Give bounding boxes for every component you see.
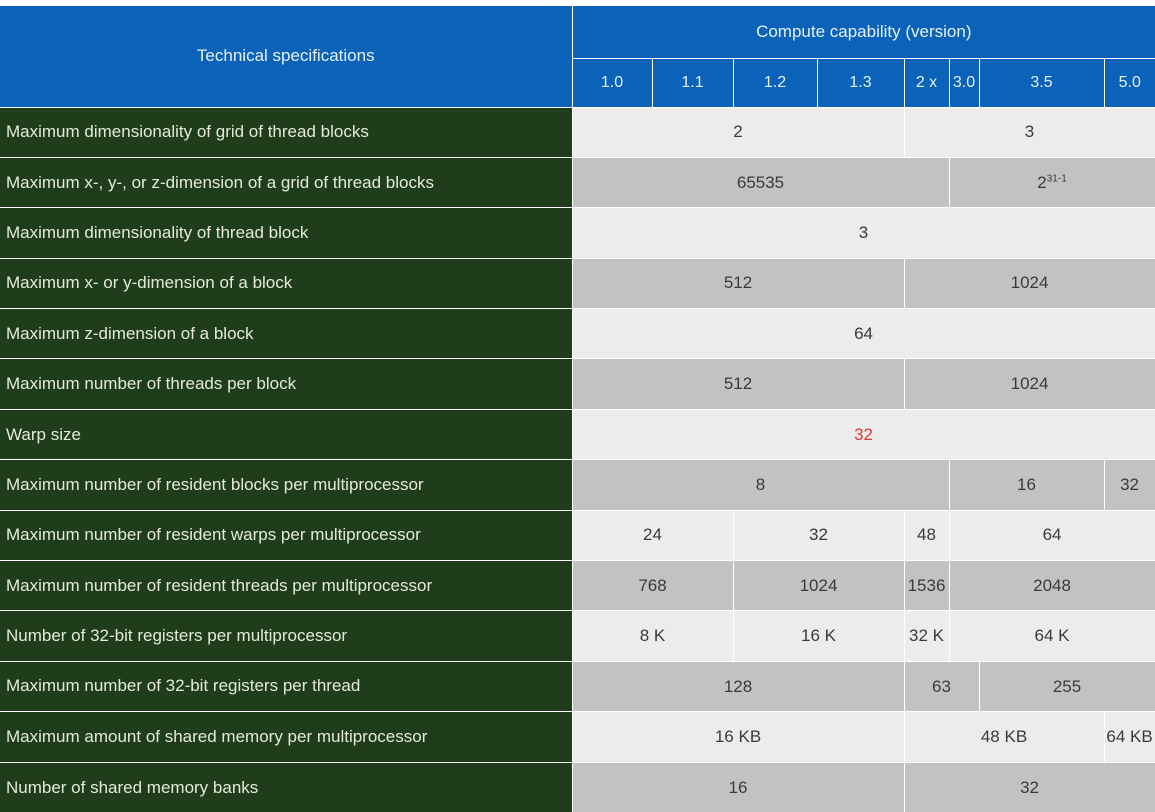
table-cell: 8 — [572, 459, 950, 511]
version-1-2: 1.2 — [733, 58, 818, 107]
table-cell: 32 — [733, 509, 905, 561]
table-row: Maximum x-, y-, or z-dimension of a grid… — [0, 156, 1155, 208]
warp-size-value: 32 — [572, 408, 1155, 460]
table-cell: 1024 — [733, 560, 905, 611]
table-cell: 48 KB — [904, 711, 1105, 763]
table-cell: 512 — [572, 257, 905, 309]
table-cell: 16 — [949, 459, 1105, 511]
table-row: Maximum number of resident warps per mul… — [0, 509, 1155, 561]
table-cell: 32 K — [904, 610, 950, 662]
row-label: Maximum amount of shared memory per mult… — [0, 711, 573, 763]
row-label: Maximum dimensionality of thread block — [0, 207, 573, 259]
table-cell: 32 — [1104, 459, 1155, 511]
version-3-5: 3.5 — [979, 58, 1105, 107]
version-1-1: 1.1 — [652, 58, 734, 107]
table-cell: 2 — [572, 106, 905, 158]
row-label: Number of shared memory banks — [0, 761, 573, 812]
table-cell: 16 — [572, 761, 905, 812]
table-cell: 2048 — [949, 560, 1155, 611]
table-cell: 3 — [572, 207, 1155, 259]
row-label: Maximum z-dimension of a block — [0, 308, 573, 359]
table-row: Number of shared memory banks 16 32 — [0, 761, 1155, 812]
table-cell: 64 K — [949, 610, 1155, 662]
version-header-row: 1.0 1.1 1.2 1.3 2 x 3.0 3.5 5.0 — [0, 58, 1155, 107]
version-2x: 2 x — [904, 58, 950, 107]
table-row: Number of 32-bit registers per multiproc… — [0, 610, 1155, 662]
table-cell: 24 — [572, 509, 734, 561]
version-1-3: 1.3 — [817, 58, 905, 107]
table-cell: 63 — [904, 660, 980, 712]
header-row: Technical specifications Compute capabil… — [0, 6, 1155, 107]
row-label: Maximum number of resident threads per m… — [0, 560, 573, 611]
table-cell: 255 — [979, 660, 1155, 712]
table-cell: 65535 — [572, 156, 950, 208]
table-title: Technical specifications — [0, 6, 573, 107]
table-cell: 768 — [572, 560, 734, 611]
exponent: 31-1 — [1046, 173, 1067, 184]
version-1-0: 1.0 — [572, 58, 653, 107]
table-cell: 3 — [904, 106, 1155, 158]
row-label: Maximum number of 32-bit registers per t… — [0, 660, 573, 712]
table-row: Maximum amount of shared memory per mult… — [0, 711, 1155, 763]
row-label: Maximum number of resident warps per mul… — [0, 509, 573, 561]
version-group-title: Compute capability (version) — [572, 6, 1155, 59]
table-row: Maximum dimensionality of grid of thread… — [0, 106, 1155, 158]
table-cell: 128 — [572, 660, 905, 712]
table-row: Maximum z-dimension of a block 64 — [0, 308, 1155, 359]
table-cell: 16 K — [733, 610, 905, 662]
table-cell: 231-1 — [949, 156, 1155, 208]
table-row: Maximum dimensionality of thread block 3 — [0, 207, 1155, 259]
table-row: Maximum number of threads per block 512 … — [0, 358, 1155, 410]
table-cell: 32 — [904, 761, 1155, 812]
row-label: Maximum number of resident blocks per mu… — [0, 459, 573, 511]
row-label: Maximum number of threads per block — [0, 358, 573, 410]
version-5-0: 5.0 — [1104, 58, 1155, 107]
table-row: Maximum number of resident blocks per mu… — [0, 459, 1155, 511]
table-cell: 512 — [572, 358, 905, 410]
table-cell: 64 KB — [1104, 711, 1155, 763]
row-label: Maximum x- or y-dimension of a block — [0, 257, 573, 309]
table-cell: 16 KB — [572, 711, 905, 763]
table-row: Maximum number of resident threads per m… — [0, 560, 1155, 611]
table-cell: 48 — [904, 509, 950, 561]
table-cell: 1024 — [904, 358, 1155, 410]
table-cell: 1024 — [904, 257, 1155, 309]
table-row: Maximum x- or y-dimension of a block 512… — [0, 257, 1155, 309]
table-row: Warp size 32 — [0, 408, 1155, 460]
version-3-0: 3.0 — [949, 58, 980, 107]
compute-capability-table: Technical specifications Compute capabil… — [0, 6, 1155, 812]
base-value: 2 — [1037, 172, 1047, 192]
table-cell: 8 K — [572, 610, 734, 662]
row-label: Number of 32-bit registers per multiproc… — [0, 610, 573, 662]
table-cell: 64 — [949, 509, 1155, 561]
row-label: Maximum dimensionality of grid of thread… — [0, 106, 573, 158]
row-label: Maximum x-, y-, or z-dimension of a grid… — [0, 156, 573, 208]
table-cell: 1536 — [904, 560, 950, 611]
table-cell: 64 — [572, 308, 1155, 359]
table-row: Maximum number of 32-bit registers per t… — [0, 660, 1155, 712]
row-label: Warp size — [0, 408, 573, 460]
